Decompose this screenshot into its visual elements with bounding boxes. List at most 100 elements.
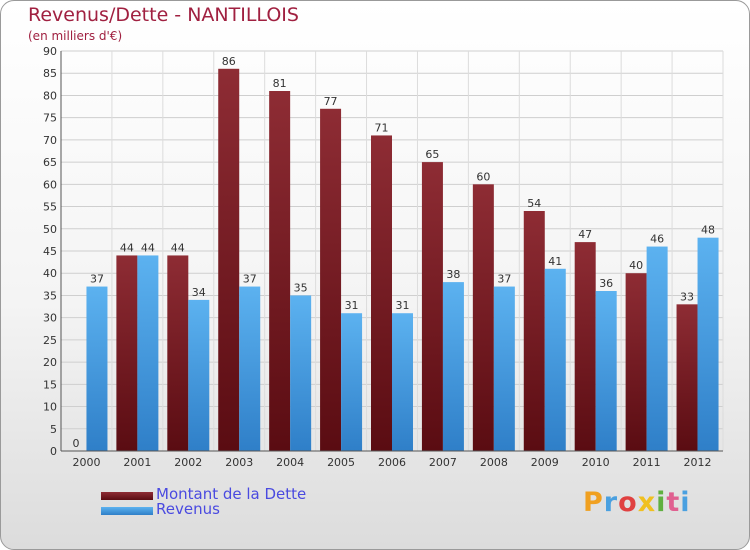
data-label-dette: 60 [476,170,490,183]
y-tick-label: 0 [50,445,57,458]
y-tick-label: 85 [43,67,57,80]
y-tick-label: 70 [43,134,57,147]
data-label-revenus: 31 [396,299,410,312]
bar-revenus [137,255,159,451]
bar-dette [523,211,545,451]
bar-dette [371,135,392,451]
y-tick-label: 60 [43,178,57,191]
x-tick-label: 2012 [684,456,712,469]
y-tick-label: 20 [43,356,57,369]
x-tick-label: 2004 [276,456,304,469]
bar-revenus [697,237,719,451]
bar-dette [218,68,240,452]
legend-label-revenus: Revenus [156,500,220,518]
logo-letter: P [583,487,604,518]
data-label-revenus: 36 [599,277,613,290]
proxiti-logo: Proxiti [583,487,691,518]
data-label-dette: 44 [171,241,185,254]
x-tick-label: 2008 [480,456,508,469]
data-label-dette: 40 [629,259,643,272]
y-tick-label: 35 [43,289,57,302]
x-tick-label: 2009 [531,456,559,469]
y-tick-label: 10 [43,401,57,414]
data-label-dette: 71 [375,121,389,134]
x-tick-label: 2010 [582,456,610,469]
y-tick-label: 55 [43,201,57,214]
y-tick-label: 80 [43,89,57,102]
data-label-dette: 65 [425,148,439,161]
bar-dette [421,162,443,451]
chart-title: Revenus/Dette - NANTILLOIS [28,4,299,26]
data-label-dette: 86 [222,55,236,68]
bar-revenus [646,246,668,451]
x-tick-label: 2003 [225,456,253,469]
data-label-revenus: 37 [497,273,511,286]
y-tick-label: 40 [43,267,57,280]
legend-label-dette: Montant de la Dette [156,485,307,503]
bar-revenus [544,268,566,451]
x-tick-label: 2005 [327,456,355,469]
bar-revenus [493,286,515,451]
axes: 0 5 10 15 20 25 30 35 40 45 50 55 60 65 70 75 80 85 90 2000… [43,45,723,469]
bar-dette [472,184,494,452]
bar-revenus [188,299,210,451]
x-tick-label: 2000 [72,456,100,469]
data-label-dette: 33 [680,290,694,303]
data-label-revenus: 31 [345,299,359,312]
data-label-dette: 47 [578,228,592,241]
bar-dette [574,242,596,451]
data-label-revenus: 44 [141,241,155,254]
x-tick-label: 2001 [123,456,151,469]
data-label-dette: 54 [527,197,541,210]
data-label-revenus: 46 [650,233,664,246]
logo-letter: o [618,487,638,518]
logo-letter: i [680,487,691,518]
bar-dette [625,273,647,451]
y-tick-label: 90 [43,45,57,58]
logo-letter: i [656,487,667,518]
y-tick-label: 65 [43,156,57,169]
bar-revenus [442,282,464,451]
bar-dette [116,255,138,451]
data-label-revenus: 37 [243,273,257,286]
data-label-revenus: 35 [294,281,308,294]
x-tick-label: 2007 [429,456,457,469]
bar-dette [269,91,291,451]
data-label-dette: 0 [72,437,79,450]
y-tick-label: 30 [43,312,57,325]
data-label-revenus: 37 [90,273,104,286]
data-label-dette: 44 [120,241,134,254]
bar-revenus [341,313,363,451]
y-tick-label: 50 [43,223,57,236]
bars [86,68,719,452]
x-tick-label: 2002 [174,456,202,469]
logo-letter: x [637,487,657,518]
chart-subtitle: (en milliers d'€) [28,29,123,43]
bar-revenus [595,291,617,451]
data-label-revenus: 41 [548,255,562,268]
data-label-revenus: 38 [446,268,460,281]
bar-revenus [86,286,108,451]
y-tick-label: 25 [43,334,57,347]
x-tick-label: 2011 [633,456,661,469]
legend-swatch-revenus [101,507,153,515]
logo-letter: t [666,487,681,518]
bar-revenus [290,295,312,451]
bar-revenus [392,313,413,451]
y-tick-label: 75 [43,112,57,125]
logo-letter: r [603,487,619,518]
x-tick-label: 2006 [378,456,406,469]
bar-revenus [239,286,261,451]
data-label-dette: 77 [324,95,338,108]
data-label-revenus: 34 [192,286,206,299]
legend-swatch-dette [101,492,153,500]
y-tick-label: 5 [50,423,57,436]
bar-dette [167,255,189,451]
y-tick-label: 15 [43,378,57,391]
data-label-dette: 81 [273,77,287,90]
data-label-revenus: 48 [701,224,715,237]
bar-dette [676,304,698,451]
data-labels: 0 37 44 44 44 34 86 37 81 35 77 31 71 31 65 38 60 37 54 41 4… [72,55,715,450]
